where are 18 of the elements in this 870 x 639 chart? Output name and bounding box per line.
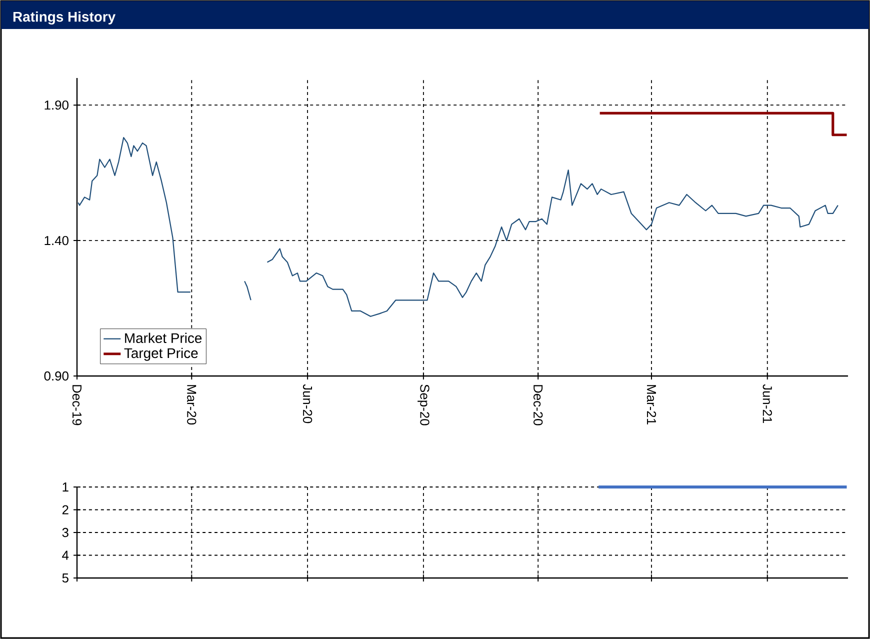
legend-label: Target Price — [124, 348, 198, 361]
x-tick-label: Sep-20 — [418, 384, 430, 426]
legend-label: Market Price — [125, 332, 202, 344]
y-tick-label: 1.90 — [44, 100, 68, 110]
y-tick-label: 3 — [62, 528, 68, 538]
x-tick-label: Mar-21 — [646, 385, 656, 424]
y-tick-label: 1.40 — [44, 236, 68, 246]
x-tick-label: Jun-21 — [762, 384, 772, 423]
y-tick-label: 4 — [62, 550, 69, 560]
x-tick-label: Dec-20 — [534, 385, 543, 426]
x-tick-label: Mar-20 — [187, 385, 196, 425]
y-tick-label: 1 — [62, 482, 68, 492]
x-tick-label: Dec-19 — [72, 385, 82, 426]
chart-title: Ratings History — [13, 11, 116, 25]
y-tick-label: 0.90 — [44, 371, 68, 381]
y-tick-label: 5 — [62, 573, 68, 583]
y-tick-label: 2 — [62, 505, 68, 514]
x-tick-label: Jun-20 — [302, 384, 312, 424]
